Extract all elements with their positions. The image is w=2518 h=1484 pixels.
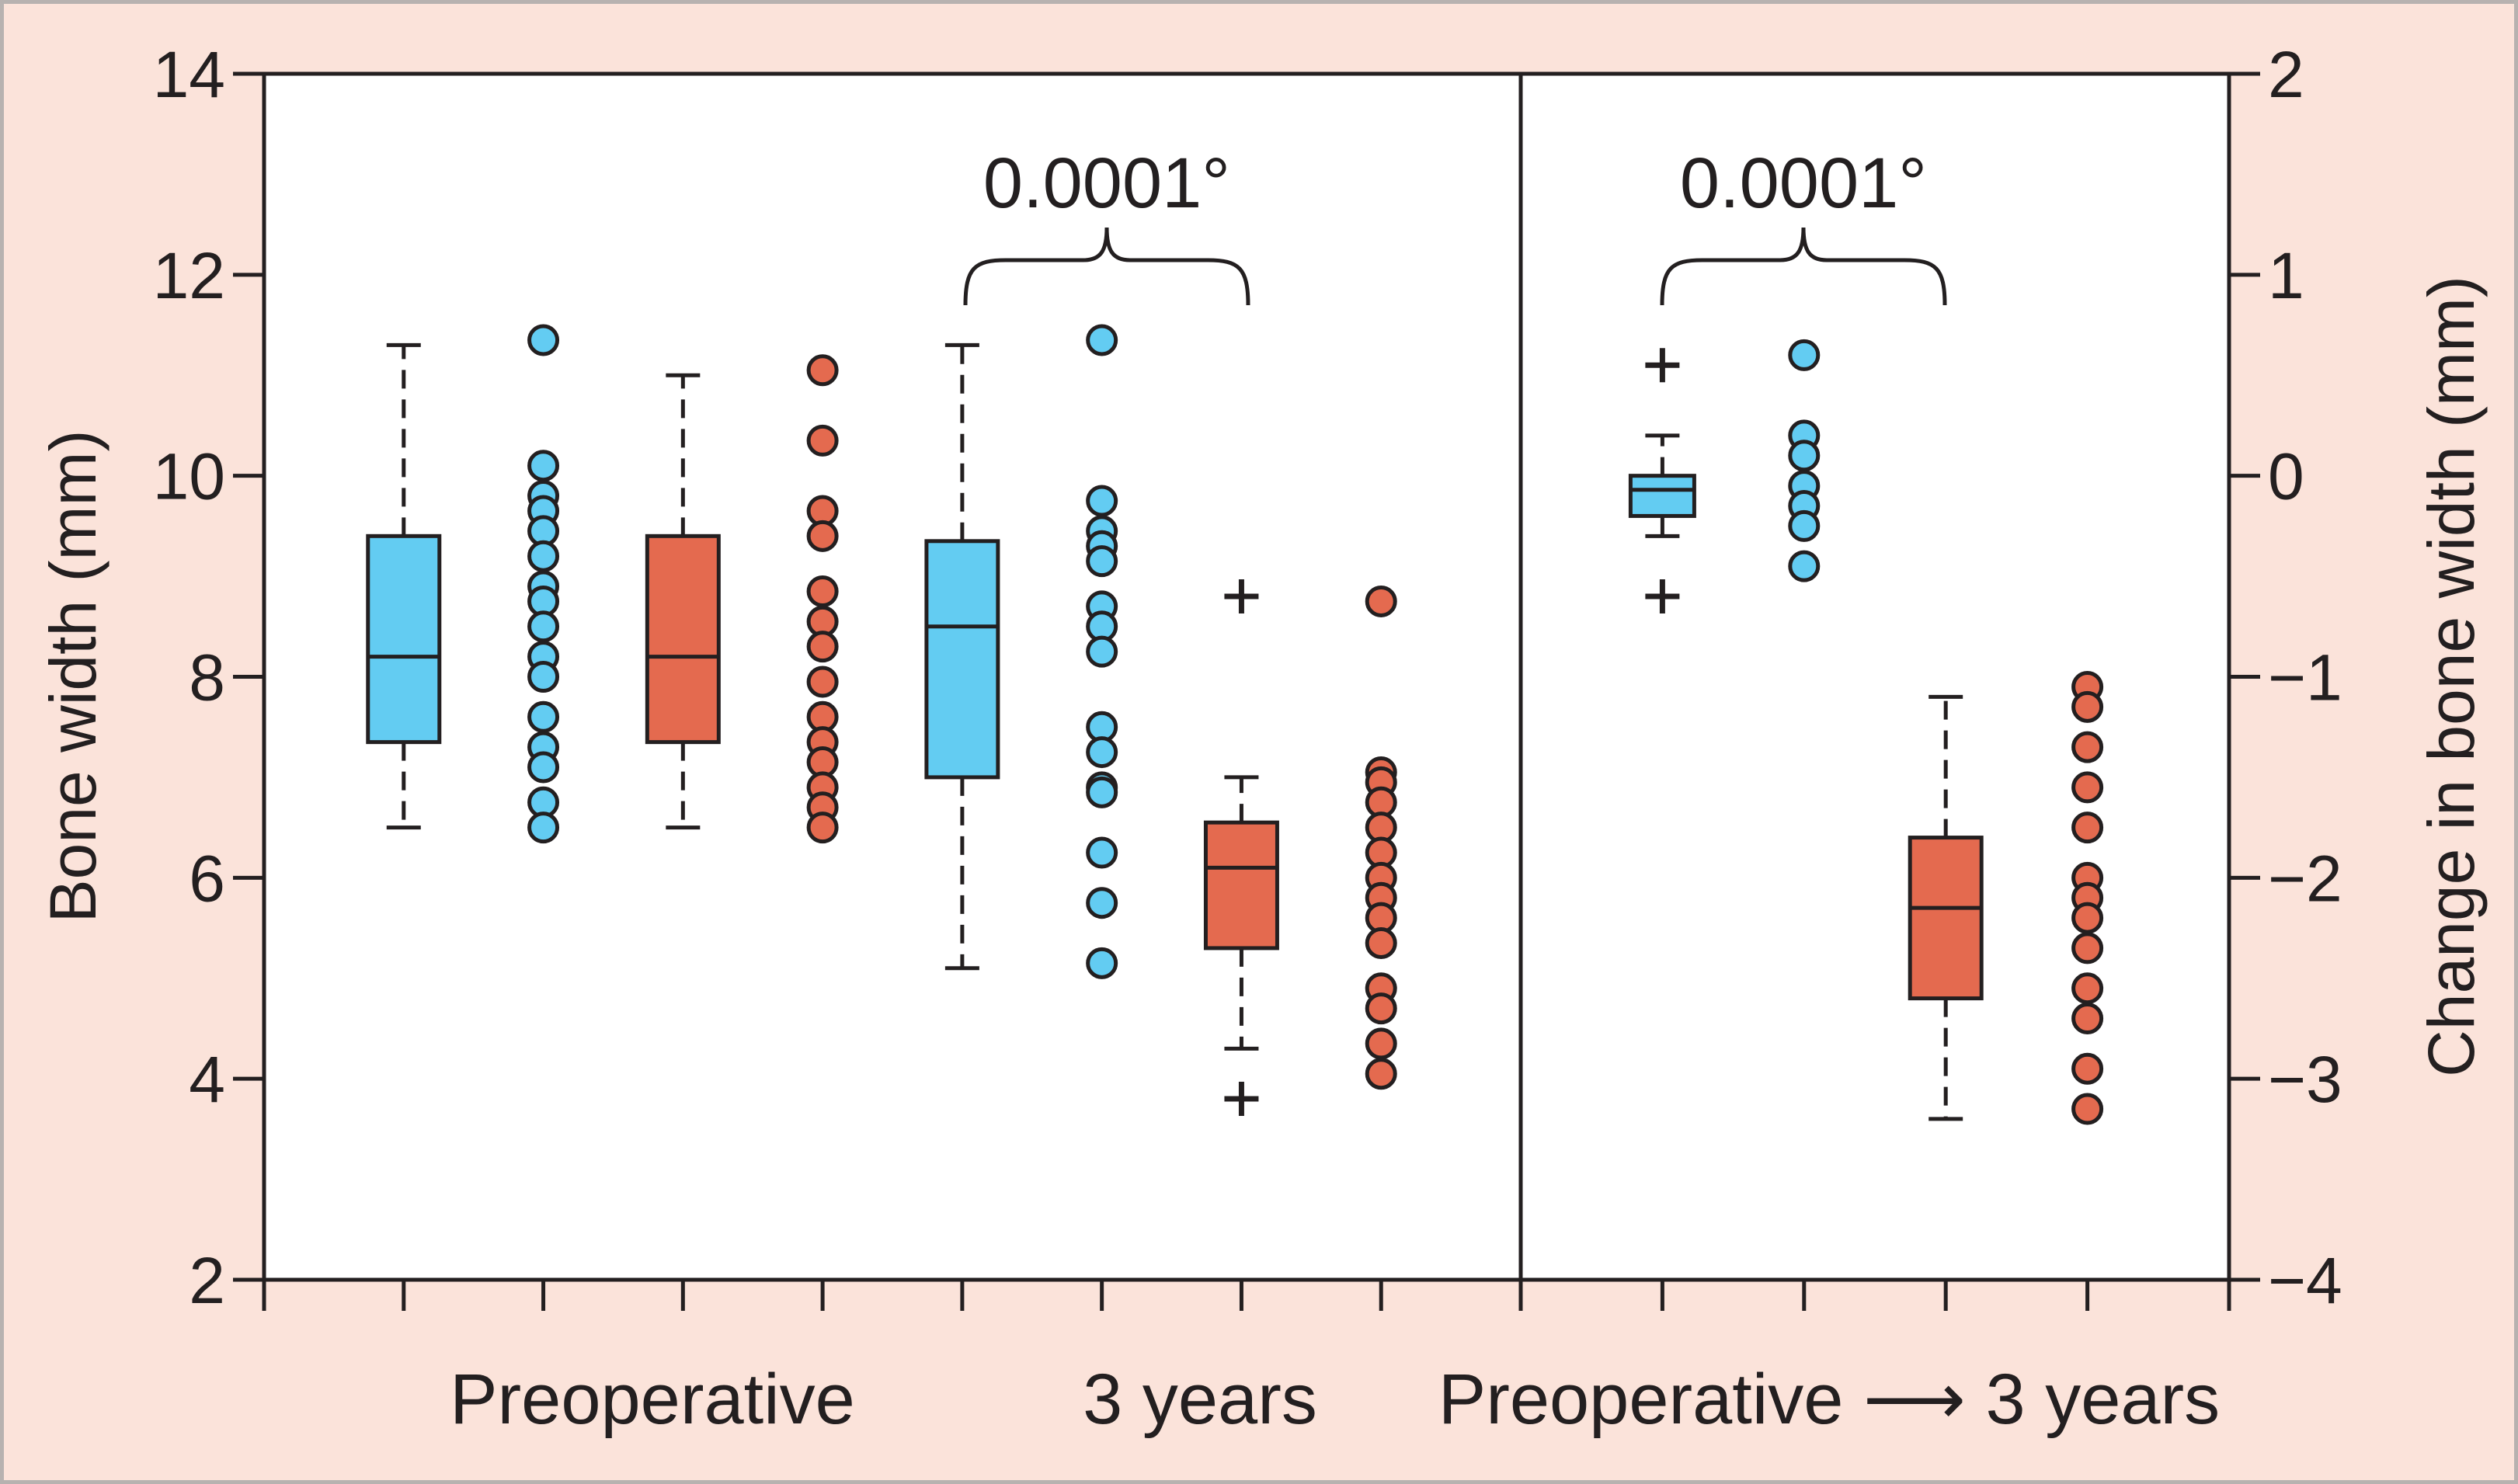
data-point (1788, 509, 1821, 542)
data-point (1365, 926, 1397, 959)
box-iqr (645, 533, 721, 745)
data-point (2071, 1003, 2104, 1035)
data-point (1086, 736, 1118, 769)
data-point (1365, 585, 1397, 617)
data-point (1365, 992, 1397, 1025)
data-point (1365, 1027, 1397, 1060)
dot-series-orange (2071, 670, 2104, 1125)
right-axis-title: Change in bone width (mm) (2415, 276, 2488, 1077)
data-point (2071, 972, 2104, 1005)
dot-series-blue (1788, 339, 1821, 582)
left-tick-label: 2 (189, 1244, 225, 1317)
data-point (2071, 812, 2104, 844)
left-axis-title: Bone width (mm) (37, 430, 110, 923)
chart-marks (366, 324, 2104, 1125)
right-axis: −4 −3 −2 −1 0 1 2 (2229, 38, 2342, 1317)
data-point (527, 324, 560, 356)
data-point (527, 610, 560, 643)
data-point (1788, 440, 1821, 472)
data-point (2071, 932, 2104, 964)
data-point (1365, 1058, 1397, 1090)
data-point (806, 631, 839, 663)
dot-series-orange (1365, 585, 1397, 1090)
box-orange (1203, 579, 1279, 1117)
right-tick-label: 2 (2268, 38, 2304, 111)
group-label-change: Preoperative ⟶ 3 years (1438, 1360, 2220, 1439)
bracket-3-years (963, 227, 1250, 306)
data-point (2071, 771, 2104, 804)
group-label-3-years: 3 years (1083, 1360, 1317, 1439)
dot-series-blue (527, 324, 560, 844)
box-iqr (924, 539, 1000, 780)
x-axis (262, 1280, 2231, 1311)
left-tick-label: 14 (153, 38, 225, 111)
data-point (2071, 902, 2104, 934)
right-tick-label: −2 (2268, 842, 2342, 915)
data-point (1086, 545, 1118, 578)
data-point (806, 812, 839, 844)
data-point (527, 540, 560, 572)
data-point (1086, 635, 1118, 668)
left-tick-label: 8 (189, 641, 225, 714)
data-point (1086, 947, 1118, 979)
box-iqr (366, 533, 442, 745)
p-value-change: 0.0001° (1680, 144, 1927, 223)
data-point (806, 666, 839, 698)
box-orange (1908, 694, 1984, 1121)
data-point (527, 700, 560, 733)
data-point (1086, 485, 1118, 517)
box-blue (366, 342, 442, 830)
left-tick-label: 6 (189, 842, 225, 915)
box-iqr (1203, 820, 1279, 951)
data-point (806, 424, 839, 457)
data-point (806, 575, 839, 607)
right-tick-label: −1 (2268, 641, 2342, 714)
bracket-change (1660, 227, 1947, 306)
data-point (806, 354, 839, 387)
dot-series-orange (806, 354, 839, 844)
right-tick-label: −3 (2268, 1043, 2342, 1116)
right-tick-label: 1 (2268, 239, 2304, 312)
data-point (2071, 1093, 2104, 1125)
right-tick-label: −4 (2268, 1244, 2342, 1317)
data-point (1086, 324, 1118, 356)
box-blue (1628, 348, 1696, 613)
left-tick-label: 10 (153, 440, 225, 513)
data-point (527, 812, 560, 844)
box-blue (924, 342, 1000, 971)
left-tick-label: 4 (189, 1043, 225, 1116)
data-point (527, 751, 560, 784)
data-point (2071, 1052, 2104, 1085)
box-orange (645, 373, 721, 830)
data-point (2071, 690, 2104, 723)
data-point (527, 450, 560, 482)
left-tick-label: 12 (153, 239, 225, 312)
data-point (1788, 339, 1821, 371)
left-axis: 2 4 6 8 10 12 14 (153, 38, 264, 1317)
p-value-3-years: 0.0001° (983, 144, 1230, 223)
data-point (1086, 887, 1118, 919)
plot-area (262, 71, 2231, 1282)
box-iqr (1628, 474, 1696, 518)
data-point (806, 520, 839, 552)
data-point (1788, 550, 1821, 582)
group-label-preoperative: Preoperative (450, 1360, 855, 1439)
dot-series-blue (1086, 324, 1118, 979)
data-point (2071, 731, 2104, 763)
data-point (1086, 776, 1118, 808)
right-tick-label: 0 (2268, 440, 2304, 513)
data-point (527, 661, 560, 693)
data-point (1086, 836, 1118, 869)
box-iqr (1908, 836, 1984, 1001)
